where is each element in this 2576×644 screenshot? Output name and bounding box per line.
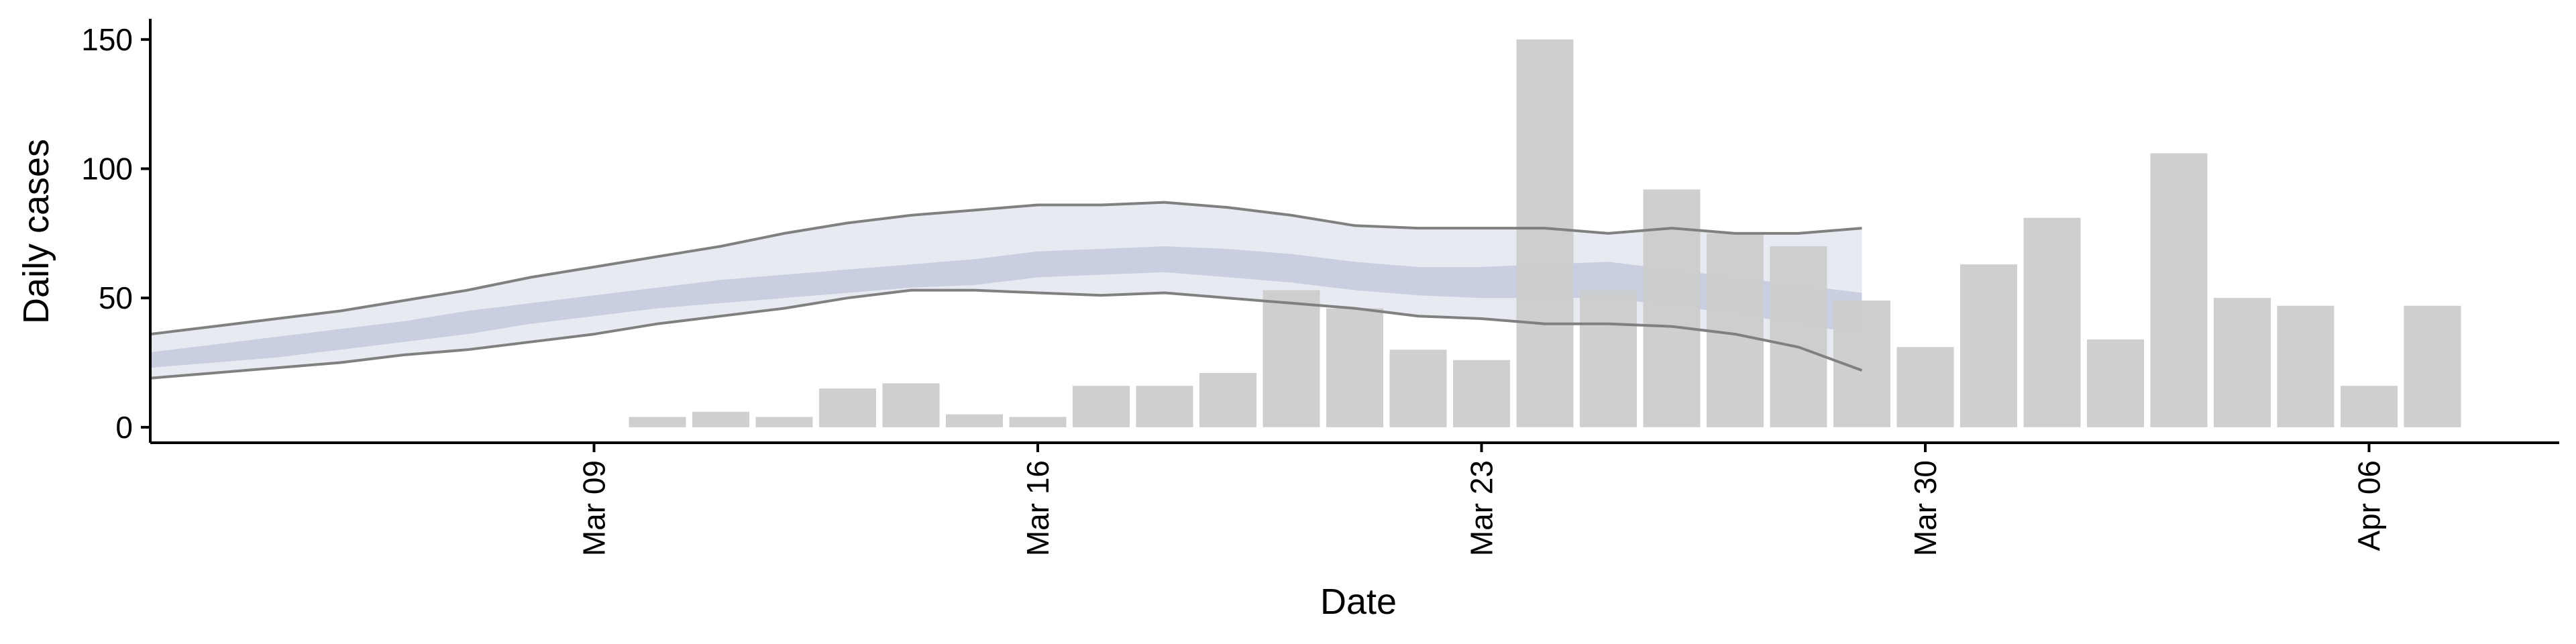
bar bbox=[1326, 308, 1383, 427]
forecast-interval-lines bbox=[150, 201, 1863, 380]
bar bbox=[1073, 386, 1130, 427]
y-tick-label: 0 bbox=[115, 410, 133, 445]
bar bbox=[1770, 246, 1827, 427]
band-50 bbox=[150, 246, 1862, 368]
bar bbox=[1896, 347, 1954, 427]
x-tick-label: Mar 09 bbox=[577, 460, 612, 556]
x-axis-title: Date bbox=[1320, 582, 1397, 622]
y-axis-title: Daily cases bbox=[16, 139, 56, 324]
y-tick-label: 100 bbox=[81, 152, 133, 186]
bar bbox=[2150, 153, 2208, 427]
y-tick-label: 50 bbox=[99, 280, 133, 315]
lower-interval-line bbox=[150, 288, 1863, 380]
bar bbox=[1199, 373, 1256, 427]
x-tick-label: Mar 23 bbox=[1464, 460, 1499, 556]
bar bbox=[1643, 189, 1701, 427]
x-tick-label: Apr 06 bbox=[2352, 460, 2387, 551]
bar bbox=[755, 417, 813, 427]
x-tick-label: Mar 30 bbox=[1908, 460, 1943, 556]
bar bbox=[1960, 264, 2017, 427]
axes: 0 50 100 150 Mar 09 Mar 16 Mar 23 Mar 30 Apr 06 bbox=[81, 19, 2559, 556]
bar bbox=[2023, 217, 2081, 427]
bar bbox=[1009, 417, 1067, 427]
bar bbox=[1453, 360, 1510, 427]
upper-interval-line bbox=[150, 201, 1862, 336]
bar bbox=[1389, 350, 1447, 427]
bar bbox=[2277, 305, 2334, 427]
bar bbox=[629, 417, 686, 427]
bar bbox=[882, 383, 940, 427]
bar bbox=[2087, 339, 2144, 427]
x-tick-label: Mar 16 bbox=[1020, 460, 1055, 556]
bar bbox=[2341, 386, 2398, 427]
bar bbox=[946, 414, 1003, 427]
bar bbox=[1136, 386, 1193, 427]
bar bbox=[1516, 39, 1574, 427]
bar bbox=[2404, 305, 2461, 427]
bar bbox=[819, 388, 876, 427]
y-tick-label: 150 bbox=[81, 22, 133, 57]
bar bbox=[692, 411, 749, 427]
bar bbox=[1580, 290, 1637, 427]
bar bbox=[1707, 233, 1764, 427]
bar bbox=[1263, 290, 1320, 427]
bar bbox=[2214, 298, 2271, 427]
